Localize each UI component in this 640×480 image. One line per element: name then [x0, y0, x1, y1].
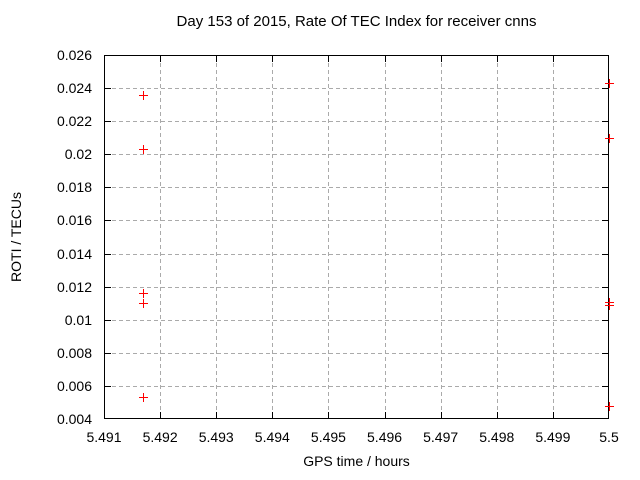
x-tick-bottom — [160, 412, 162, 418]
y-tick-left — [105, 319, 111, 321]
x-tick-label: 5.499 — [535, 429, 571, 445]
y-tick-label: 0.018 — [56, 179, 92, 196]
x-tick-label: 5.5 — [599, 429, 619, 445]
y-tick-label: 0.012 — [56, 278, 92, 295]
y-gridline — [105, 154, 608, 156]
y-tick-label: 0.024 — [56, 80, 92, 97]
y-tick-right — [602, 253, 608, 255]
y-tick-label: 0.01 — [64, 311, 92, 328]
data-point-marker — [605, 79, 614, 88]
y-tick-right — [602, 286, 608, 288]
y-tick-right — [602, 187, 608, 189]
x-tick-top — [552, 56, 554, 62]
x-gridline — [160, 56, 162, 418]
plot-area — [104, 55, 609, 419]
y-tick-left — [105, 187, 111, 189]
x-axis-label: GPS time / hours — [303, 453, 410, 469]
x-tick-top — [216, 56, 218, 62]
y-tick-left — [105, 88, 111, 90]
x-tick-label: 5.495 — [310, 429, 346, 445]
x-gridline — [552, 56, 554, 418]
x-tick-top — [496, 56, 498, 62]
x-tick-top — [328, 56, 330, 62]
x-gridline — [328, 56, 330, 418]
x-tick-label: 5.498 — [479, 429, 515, 445]
y-tick-right — [602, 220, 608, 222]
y-tick-left — [105, 352, 111, 354]
y-tick-label: 0.02 — [64, 146, 92, 163]
x-tick-top — [272, 56, 274, 62]
x-tick-label: 5.497 — [423, 429, 459, 445]
y-tick-label: 0.008 — [56, 344, 92, 361]
y-tick-label: 0.016 — [56, 212, 92, 229]
x-tick-top — [384, 56, 386, 62]
y-tick-left — [105, 253, 111, 255]
x-tick-bottom — [216, 412, 218, 418]
y-gridline — [105, 319, 608, 321]
y-gridline — [105, 220, 608, 222]
y-tick-right — [602, 319, 608, 321]
y-gridline — [105, 187, 608, 189]
y-tick-label: 0.026 — [56, 47, 92, 63]
x-gridline — [440, 56, 442, 418]
y-tick-left — [105, 286, 111, 288]
y-tick-right — [602, 121, 608, 123]
x-gridline — [216, 56, 218, 418]
y-tick-label: 0.004 — [56, 411, 92, 427]
y-gridline — [105, 286, 608, 288]
y-gridline — [105, 121, 608, 123]
y-gridline — [105, 352, 608, 354]
x-tick-bottom — [552, 412, 554, 418]
y-tick-label: 0.014 — [56, 245, 92, 262]
data-point-marker — [139, 145, 148, 154]
y-tick-left — [105, 121, 111, 123]
y-gridline — [105, 88, 608, 90]
x-tick-label: 5.492 — [142, 429, 178, 445]
x-gridline — [384, 56, 386, 418]
x-gridline — [496, 56, 498, 418]
x-tick-bottom — [440, 412, 442, 418]
y-tick-left — [105, 385, 111, 387]
data-point-marker — [605, 402, 614, 411]
x-tick-label: 5.491 — [86, 429, 122, 445]
y-tick-left — [105, 220, 111, 222]
y-axis-label: ROTI / TECUs — [8, 192, 24, 282]
x-tick-label: 5.493 — [198, 429, 234, 445]
data-point-marker — [605, 301, 614, 310]
data-point-marker — [139, 299, 148, 308]
x-tick-bottom — [272, 412, 274, 418]
x-tick-bottom — [384, 412, 386, 418]
y-tick-right — [602, 385, 608, 387]
data-point-marker — [139, 289, 148, 298]
y-tick-label: 0.022 — [56, 113, 92, 130]
y-gridline — [105, 253, 608, 255]
x-tick-label: 5.496 — [367, 429, 403, 445]
y-tick-right — [602, 154, 608, 156]
y-tick-label: 0.006 — [56, 377, 92, 394]
x-gridline — [272, 56, 274, 418]
x-tick-top — [160, 56, 162, 62]
chart-title: Day 153 of 2015, Rate Of TEC Index for r… — [176, 13, 537, 30]
x-tick-label: 5.494 — [254, 429, 290, 445]
data-point-marker — [139, 393, 148, 402]
y-gridline — [105, 385, 608, 387]
x-tick-top — [440, 56, 442, 62]
y-tick-right — [602, 88, 608, 90]
data-point-marker — [605, 134, 614, 143]
x-tick-bottom — [328, 412, 330, 418]
y-tick-left — [105, 154, 111, 156]
y-tick-right — [602, 352, 608, 354]
data-point-marker — [139, 91, 148, 100]
x-tick-bottom — [496, 412, 498, 418]
